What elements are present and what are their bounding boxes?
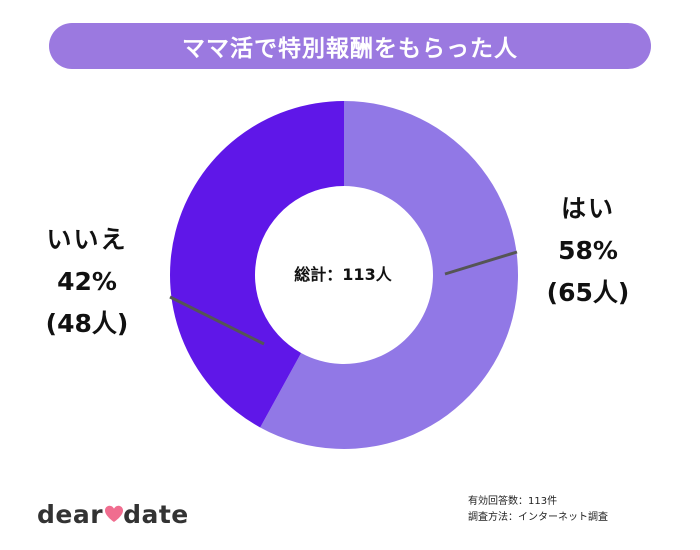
leader-line-yes [444, 250, 518, 276]
slice-label-yes-count: (65人) [546, 278, 630, 307]
slice-label-no-name: いいえ [46, 225, 128, 254]
slice-label-no-count: (48人) [45, 309, 129, 338]
footnote-respondents: 有効回答数：113件 [468, 496, 558, 507]
logo-text-date: date [123, 500, 189, 529]
footnote-method: 調査方法：インターネット調査 [468, 512, 608, 523]
total-count-label: 総計：113人 [294, 265, 392, 284]
title-banner: ママ活で特別報酬をもらった人 [49, 23, 651, 69]
dear-date-logo: dear date [37, 497, 189, 529]
slice-label-yes-percent: 58% [558, 236, 618, 265]
leader-line-no [169, 295, 265, 346]
slice-label-yes: はい 58% (65人) [538, 188, 638, 314]
survey-footnote: 有効回答数：113件 調査方法：インターネット調査 [468, 494, 608, 526]
slice-yes [260, 101, 518, 450]
logo-text-dear: dear [37, 500, 104, 529]
chart-title: ママ活で特別報酬をもらった人 [182, 36, 518, 62]
slice-label-no-percent: 42% [57, 267, 117, 296]
heart-icon-wrap [104, 501, 124, 529]
slice-label-yes-name: はい [560, 194, 615, 223]
slice-no [170, 101, 344, 428]
heart-icon [105, 505, 124, 522]
slice-label-no: いいえ 42% (48人) [30, 219, 144, 345]
